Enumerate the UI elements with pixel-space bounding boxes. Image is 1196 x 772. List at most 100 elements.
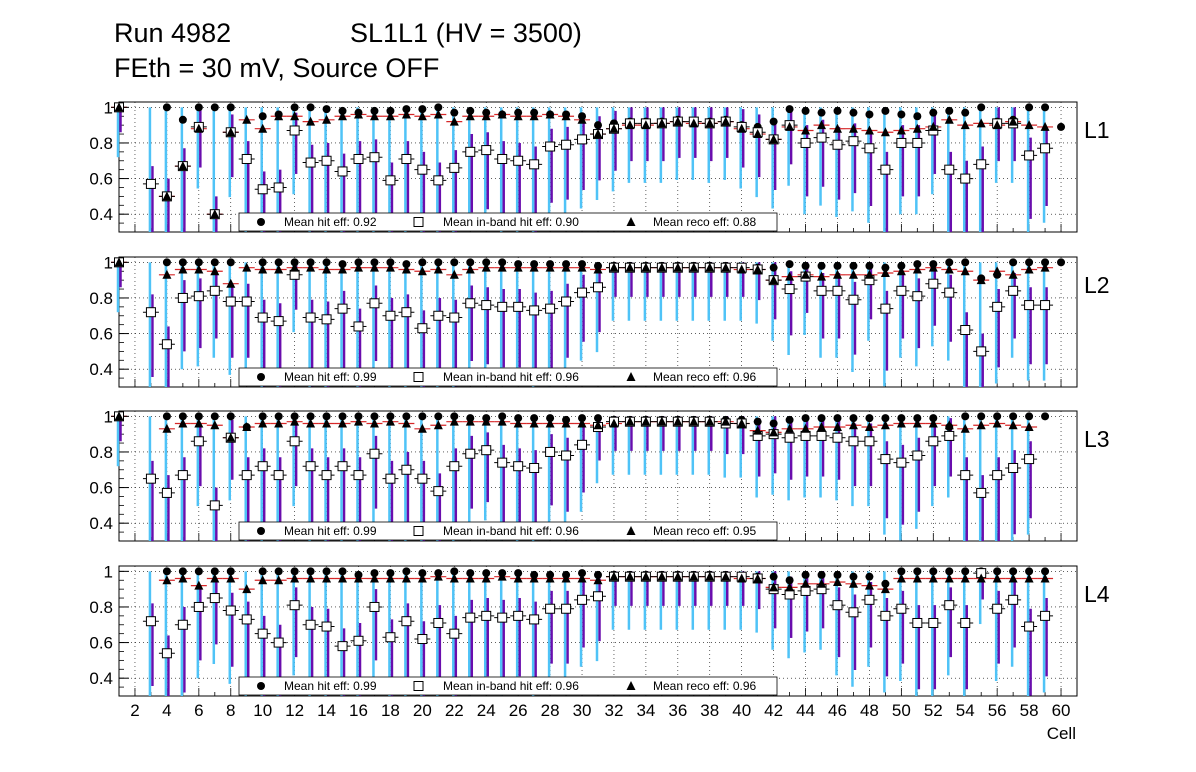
y-tick-label: 1 bbox=[104, 98, 113, 117]
reco-eff-point bbox=[785, 423, 795, 433]
inband-eff-point bbox=[449, 162, 460, 173]
hit-eff-point bbox=[881, 106, 890, 115]
x-tick-label: 6 bbox=[194, 701, 203, 720]
inband-eff-point bbox=[896, 603, 907, 614]
x-tick-label: 18 bbox=[381, 701, 400, 720]
x-tick-label: 50 bbox=[892, 701, 911, 720]
y-tick-label: 1 bbox=[104, 562, 113, 581]
reco-eff-point bbox=[449, 573, 459, 583]
hit-eff-point bbox=[162, 258, 171, 267]
reco-eff-point bbox=[689, 262, 699, 272]
hit-eff-point bbox=[945, 106, 954, 115]
inband-eff-point bbox=[848, 294, 859, 305]
reco-eff-point bbox=[609, 571, 619, 581]
hit-eff-point bbox=[769, 117, 778, 126]
hit-eff-point bbox=[849, 261, 858, 270]
inband-eff-point bbox=[832, 285, 843, 296]
reco-eff-point bbox=[657, 118, 667, 128]
legend-reco-marker bbox=[626, 372, 636, 381]
hit-eff-point bbox=[322, 105, 331, 114]
reco-eff-point bbox=[449, 269, 459, 279]
reco-eff-point bbox=[529, 262, 539, 272]
reco-eff-point bbox=[1008, 420, 1018, 430]
reco-eff-point bbox=[306, 573, 316, 583]
hit-eff-point bbox=[194, 103, 203, 112]
hit-eff-point bbox=[194, 258, 203, 267]
inband-eff-point bbox=[992, 603, 1003, 614]
y-tick-label: 0.6 bbox=[89, 479, 113, 498]
reco-eff-point bbox=[896, 266, 906, 276]
inband-eff-point bbox=[241, 470, 252, 481]
reco-eff-point bbox=[417, 266, 427, 276]
reco-eff-point bbox=[976, 420, 986, 430]
reco-eff-point bbox=[545, 262, 555, 272]
hit-eff-point bbox=[450, 258, 459, 267]
hit-eff-point bbox=[801, 414, 810, 423]
hit-eff-point bbox=[498, 258, 507, 267]
reco-eff-point bbox=[226, 127, 236, 137]
reco-eff-point bbox=[274, 264, 284, 274]
reco-eff-point bbox=[1024, 120, 1034, 130]
layer-label-l4: L4 bbox=[1084, 581, 1110, 607]
legend-inband-text: Mean in-band hit eff: 0.96 bbox=[443, 679, 579, 693]
inband-eff-point bbox=[177, 619, 188, 630]
reco-eff-point bbox=[529, 573, 539, 583]
reco-eff-point bbox=[322, 264, 332, 274]
reco-eff-point bbox=[417, 573, 427, 583]
reco-eff-point bbox=[928, 418, 938, 428]
panel-l4: 0.4 0.6 0.8 1 Mean hit eff: 0.99 Mean in-band… bbox=[89, 562, 1110, 697]
hit-eff-point bbox=[913, 260, 922, 269]
reco-eff-point bbox=[417, 423, 427, 433]
hit-eff-point bbox=[178, 258, 187, 267]
reco-eff-point bbox=[194, 418, 204, 428]
reco-eff-point bbox=[338, 573, 348, 583]
reco-eff-point bbox=[833, 422, 842, 432]
reco-eff-point bbox=[242, 262, 252, 272]
reco-eff-point bbox=[1040, 262, 1050, 272]
hit-eff-point bbox=[913, 414, 922, 423]
layer-label-l2: L2 bbox=[1084, 272, 1110, 298]
x-tick-label: 28 bbox=[541, 701, 560, 720]
reco-eff-point bbox=[705, 118, 715, 128]
inband-eff-point bbox=[305, 312, 316, 323]
inband-eff-point bbox=[800, 137, 811, 148]
reco-eff-point bbox=[992, 418, 1002, 428]
legend-reco-marker bbox=[626, 217, 636, 226]
hit-eff-point bbox=[514, 569, 523, 578]
reco-eff-point bbox=[210, 573, 220, 583]
reco-eff-point bbox=[561, 573, 571, 583]
y-tick-label: 0.8 bbox=[89, 289, 113, 308]
reco-eff-point bbox=[465, 416, 475, 426]
reco-eff-point bbox=[593, 420, 603, 430]
x-tick-label: 38 bbox=[700, 701, 719, 720]
legend-hit-text: Mean hit eff: 0.99 bbox=[284, 370, 377, 384]
hit-eff-point bbox=[450, 567, 459, 576]
hit-eff-point bbox=[322, 567, 331, 576]
inband-eff-point bbox=[369, 152, 380, 163]
inband-eff-point bbox=[944, 164, 955, 175]
inband-eff-point bbox=[497, 612, 508, 623]
reco-eff-point bbox=[960, 266, 970, 276]
reco-eff-point bbox=[114, 102, 124, 112]
inband-eff-point bbox=[1040, 143, 1051, 154]
reco-eff-point bbox=[657, 416, 667, 426]
legend-inband-text: Mean in-band hit eff: 0.96 bbox=[443, 370, 579, 384]
hit-eff-point bbox=[306, 103, 315, 112]
reco-eff-point bbox=[210, 420, 220, 430]
inband-eff-point bbox=[944, 287, 955, 298]
reco-eff-point bbox=[529, 111, 539, 121]
layer-label-l3: L3 bbox=[1084, 426, 1110, 452]
inband-eff-point bbox=[337, 303, 348, 314]
legend-box bbox=[238, 676, 778, 696]
inband-eff-point bbox=[273, 637, 284, 648]
hit-eff-point bbox=[929, 414, 938, 423]
chart-title-conditions: FEth = 30 mV, Source OFF bbox=[114, 53, 440, 83]
inband-eff-point bbox=[545, 141, 556, 152]
reco-eff-point bbox=[385, 416, 395, 426]
inband-eff-point bbox=[880, 454, 891, 465]
reco-eff-point bbox=[338, 111, 348, 121]
chamber-label: SL1L1 (HV = 3500) bbox=[350, 18, 582, 48]
hit-eff-point bbox=[817, 108, 826, 117]
reco-eff-point bbox=[513, 573, 523, 583]
reco-eff-point bbox=[609, 123, 619, 133]
